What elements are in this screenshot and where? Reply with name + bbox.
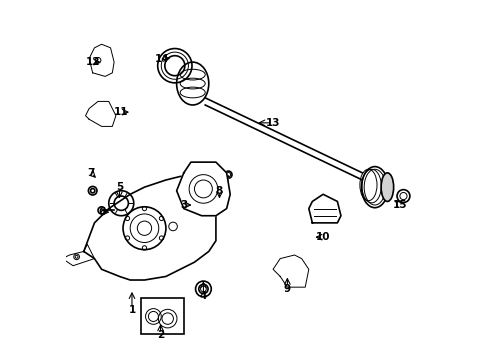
Polygon shape: [83, 176, 216, 280]
Text: 9: 9: [283, 284, 290, 294]
Polygon shape: [308, 194, 340, 223]
Text: 6: 6: [98, 207, 105, 217]
Polygon shape: [176, 162, 230, 216]
Polygon shape: [89, 44, 114, 76]
Text: 7: 7: [87, 168, 94, 178]
Text: 15: 15: [392, 200, 407, 210]
Text: 13: 13: [265, 118, 280, 128]
Text: 5: 5: [116, 182, 123, 192]
Text: 10: 10: [315, 232, 330, 242]
Text: 2: 2: [157, 330, 164, 341]
Text: 4: 4: [199, 291, 207, 301]
Polygon shape: [272, 255, 308, 287]
Polygon shape: [62, 244, 94, 266]
Text: 14: 14: [155, 54, 169, 64]
Text: 12: 12: [85, 57, 100, 67]
Text: 1: 1: [128, 305, 135, 315]
Ellipse shape: [380, 173, 393, 202]
Text: 3: 3: [180, 200, 187, 210]
Polygon shape: [85, 102, 116, 126]
Bar: [141, 298, 183, 334]
Text: 11: 11: [114, 107, 128, 117]
Text: 8: 8: [215, 186, 223, 196]
